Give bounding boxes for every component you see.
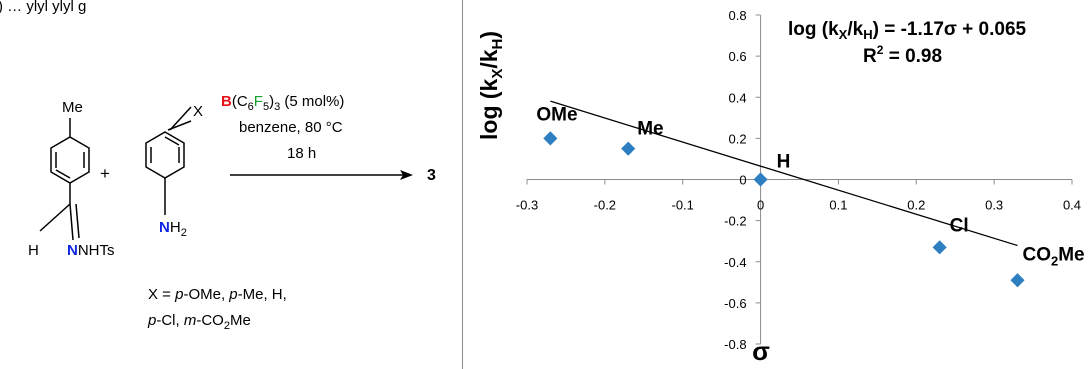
subst2-part1: -Cl, (156, 312, 184, 329)
subst2-italic2: m (184, 312, 197, 329)
r2-superscript: 2 (877, 43, 884, 57)
solvent-temperature-label: benzene, 80 °C (239, 119, 343, 136)
panel-divider (462, 0, 463, 369)
point-label-part: CO (1023, 244, 1052, 265)
r-squared: R2 = 0.98 (863, 43, 942, 67)
ylabel-sub2: H (489, 39, 506, 50)
reaction-scheme: ) … ylyl ylyl g Me H NNHTs + X NH2 B(C6F… (0, 0, 436, 332)
plus-sign: + (100, 164, 110, 183)
reaction-time-label: 18 h (287, 145, 316, 162)
catalyst-f-sub: 5 (263, 101, 269, 113)
catalyst-fluorine: F (254, 93, 263, 110)
data-point-marker (621, 141, 636, 156)
data-point-label: H (777, 152, 791, 173)
eq-part3: ) = -1.17σ + 0.065 (873, 19, 1027, 40)
x-tick-label: -0.1 (672, 198, 694, 213)
y-tick-label: 0.6 (728, 49, 746, 64)
subst1-part2: -OMe, (183, 286, 229, 303)
x-tick-label: -0.3 (516, 198, 538, 213)
subst1-part1: X = (148, 286, 175, 303)
y-tick-label: -0.8 (724, 337, 746, 352)
subst2-subscript: 2 (224, 320, 230, 332)
aniline-h-label: H (170, 219, 181, 236)
catalyst-close: ) (269, 93, 274, 110)
y-tick-label: -0.2 (724, 214, 746, 229)
hydrazone-nhts-text: NHTs (78, 242, 115, 259)
y-tick-label: -0.4 (724, 255, 746, 270)
x-tick-label: 0.4 (1063, 198, 1081, 213)
point-label-part: Me (1058, 244, 1084, 265)
ylabel-sub1: X (489, 69, 506, 79)
fit-line-layer (550, 100, 1018, 247)
catalyst-close-sub: 3 (274, 101, 280, 113)
eq-part1: log (k (788, 19, 839, 40)
x-tick-label: -0.2 (594, 198, 616, 213)
data-point-marker (1010, 273, 1025, 288)
eq-sub1: X (839, 27, 848, 42)
aniline-n-label: N (159, 219, 170, 236)
plot-axes: -0.3 -0.2 -0.1 0 0.1 0.2 0.3 0.4 -0.8 -0.6 -0.4 -0.… (516, 8, 1081, 352)
aniline-structure (145, 106, 192, 215)
reaction-arrow (230, 170, 413, 180)
aniline-nh2-label: NH2 (159, 219, 187, 239)
product-label: 3 (427, 167, 436, 184)
catalyst-boron: B (221, 93, 232, 110)
r2-part2: = 0.98 (883, 46, 942, 67)
subst1-italic1: p (174, 286, 183, 303)
catalyst-loading: (5 mol%) (280, 93, 344, 110)
point-label-subscript: 2 (1051, 253, 1058, 268)
catalyst-c: (C (232, 93, 248, 110)
y-tick-label: -0.6 (724, 296, 746, 311)
eq-part2: /k (847, 19, 863, 40)
data-point-label: CO2Me (1023, 244, 1085, 268)
catalyst-label: B(C6F5)3 (5 mol%) (221, 93, 344, 113)
tosylhydrazone-structure (39, 118, 90, 241)
eq-sub2: H (863, 27, 872, 42)
substituents-line-2: p-Cl, m-CO2Me (147, 312, 251, 332)
y-tick-label: 0.8 (728, 8, 746, 23)
scheme-header-fragment: ) … ylyl ylyl g (0, 0, 86, 15)
y-axis-label: log (kX/kH) (476, 31, 506, 140)
data-point-marker (753, 172, 768, 187)
ylabel-end: ) (476, 31, 502, 39)
x-tick-label: 0.3 (985, 198, 1003, 213)
regression-equation: log (kX/kH) = -1.17σ + 0.065 (788, 19, 1027, 42)
y-tick-label: 0.2 (728, 131, 746, 146)
subst2-part2: -CO (196, 312, 224, 329)
hammett-plot: -0.3 -0.2 -0.1 0 0.1 0.2 0.3 0.4 -0.8 -0.6 -0.4 -0.… (476, 8, 1085, 366)
data-point-label: OMe (536, 104, 577, 125)
subst1-italic2: p (228, 286, 237, 303)
y-tick-label: 0.4 (728, 90, 746, 105)
data-point-marker (932, 240, 947, 255)
aniline-h-subscript: 2 (181, 227, 187, 239)
data-point-label: Me (637, 119, 663, 140)
ylabel-main: log (k (476, 78, 502, 140)
subst1-part3: -Me, H, (238, 286, 287, 303)
r2-part1: R (863, 46, 877, 67)
substituents-line-1: X = p-OMe, p-Me, H, (148, 286, 287, 303)
hydrazone-nhts-label: NNHTs (67, 242, 115, 259)
catalyst-c-sub: 6 (248, 101, 254, 113)
hydrazone-n-label: N (67, 242, 78, 259)
x-axis-label: σ (752, 336, 770, 366)
subst2-part3: Me (230, 312, 251, 329)
hydrazone-h-label: H (28, 242, 39, 259)
data-point-label: Cl (950, 215, 969, 236)
aniline-x-label: X (193, 103, 203, 120)
x-tick-label: 0.1 (829, 198, 847, 213)
subst2-italic1: p (147, 312, 156, 329)
data-point-marker (543, 131, 558, 146)
x-tick-label: 0 (757, 198, 764, 213)
x-tick-label: 0.2 (907, 198, 925, 213)
ylabel-mid: /k (476, 49, 502, 68)
regression-line (550, 100, 1018, 247)
methyl-label: Me (62, 99, 83, 116)
y-tick-label: 0 (739, 173, 746, 188)
